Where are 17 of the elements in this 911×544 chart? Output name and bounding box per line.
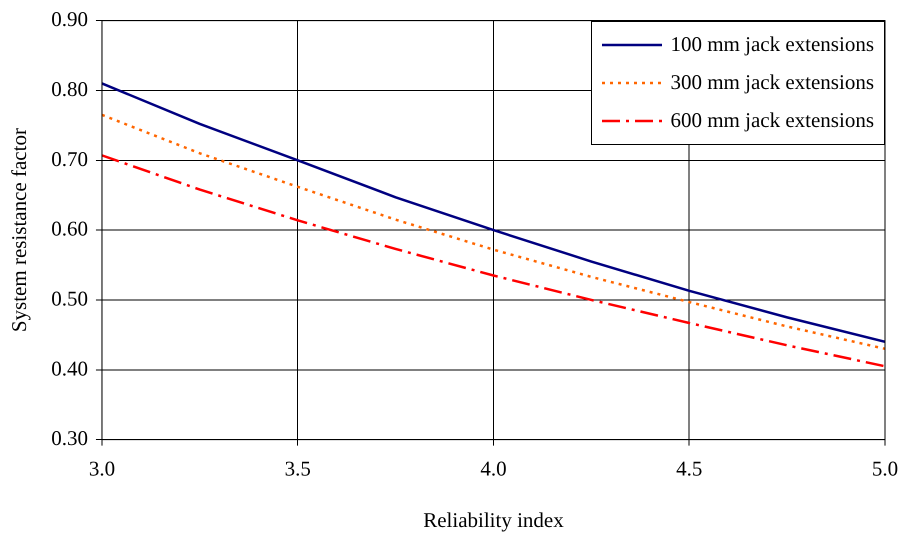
legend-label: 100 mm jack extensions [670, 32, 874, 58]
y-tick-label: 0.50 [51, 286, 88, 310]
y-axis-title: System resistance factor [7, 128, 32, 332]
x-axis-title: Reliability index [423, 508, 564, 532]
legend-label: 300 mm jack extensions [670, 70, 874, 96]
x-tick-label: 5.0 [872, 456, 898, 481]
y-tick-label: 0.30 [51, 426, 88, 450]
y-tick-label: 0.70 [51, 146, 88, 171]
legend-label: 600 mm jack extensions [670, 108, 874, 134]
x-tick-label: 4.5 [676, 456, 702, 481]
x-tick-label: 4.0 [480, 456, 507, 481]
x-tick-label: 3.0 [88, 456, 116, 481]
x-tick-label: 3.5 [284, 456, 311, 481]
y-tick-label: 0.80 [51, 76, 88, 101]
y-tick-label: 0.90 [51, 7, 88, 32]
y-tick-label: 0.40 [51, 356, 88, 380]
y-tick-label: 0.60 [51, 216, 88, 241]
